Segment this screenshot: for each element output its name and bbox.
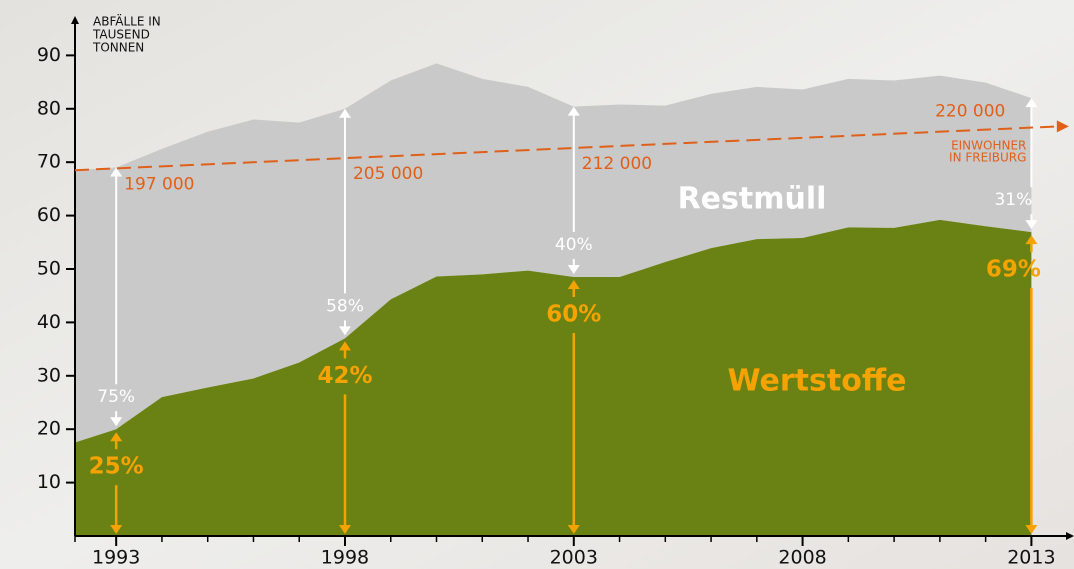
y-tick-label: 50 — [37, 257, 61, 279]
y-tick-label: 10 — [37, 471, 61, 493]
x-tick-label: 2008 — [778, 547, 826, 569]
y-tick-label: 90 — [37, 44, 61, 66]
x-tick-label: 1998 — [321, 547, 369, 569]
restmuell-share: 31% — [994, 190, 1032, 210]
y-axis-label: TONNEN — [92, 41, 144, 55]
restmuell-share: 40% — [555, 235, 593, 255]
restmuell-share: 75% — [97, 387, 135, 407]
x-tick-label: 2003 — [550, 547, 598, 569]
series-name: Restmüll — [678, 182, 827, 217]
y-tick-label: 40 — [37, 311, 61, 333]
chart: 10 20 30 40 50 60 70 80 90 1993 1998 2003 2008 2013 AB… — [0, 0, 1074, 569]
wertstoffe-share: 69% — [986, 257, 1041, 283]
y-tick-label: 20 — [37, 418, 61, 440]
population-note: IN FREIBURG — [949, 151, 1026, 165]
population-label: 197 000 — [124, 174, 194, 194]
population-label: 212 000 — [582, 154, 652, 174]
population-label: 220 000 — [935, 102, 1005, 122]
wertstoffe-share: 25% — [89, 454, 144, 480]
y-tick-label: 80 — [37, 97, 61, 119]
y-tick-label: 60 — [37, 204, 61, 226]
population-label: 205 000 — [353, 164, 423, 184]
y-axis-label: TAUSEND — [92, 28, 150, 42]
y-tick-label: 70 — [37, 151, 61, 173]
restmuell-share: 58% — [326, 296, 364, 316]
y-axis-label: ABFÄLLE IN — [93, 14, 161, 29]
wertstoffe-share: 60% — [546, 302, 601, 328]
y-tick-label: 30 — [37, 364, 61, 386]
wertstoffe-share: 42% — [317, 363, 372, 389]
x-tick-label: 1993 — [92, 547, 140, 569]
x-tick-label: 2013 — [1007, 547, 1055, 569]
series-name: Wertstoffe — [728, 364, 907, 399]
